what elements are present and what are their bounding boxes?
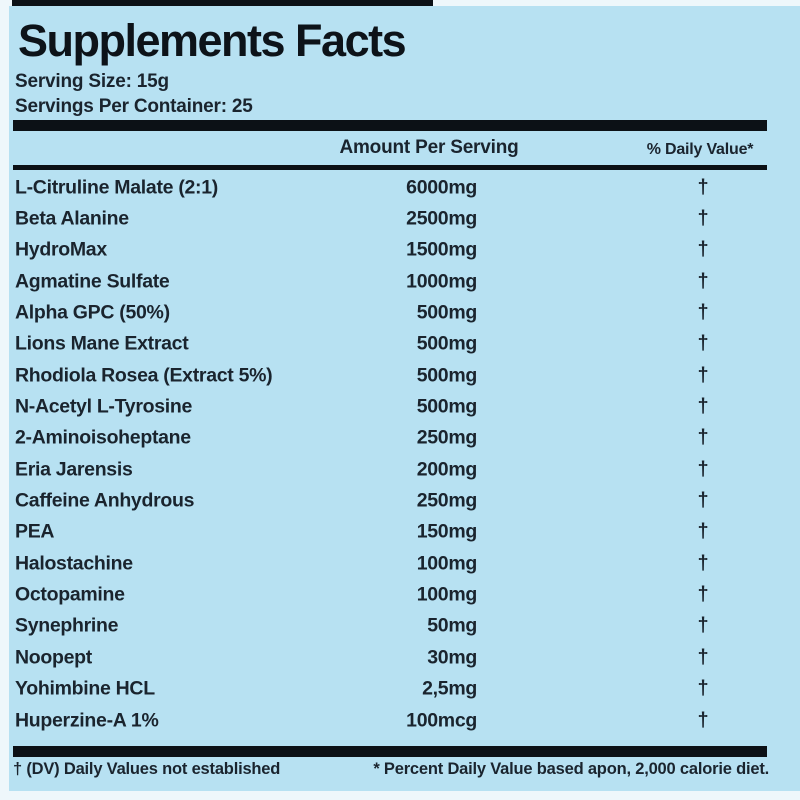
ingredient-name: 2-Aminoisoheptane	[15, 426, 191, 449]
table-row: Lions Mane Extract 500mg †	[13, 329, 767, 360]
table-row: Halostachine 100mg †	[13, 548, 767, 579]
ingredient-name: Alpha GPC (50%)	[15, 301, 170, 324]
table-row: L-Citruline Malate (2:1) 6000mg †	[13, 172, 767, 203]
daily-value-dagger: †	[697, 238, 709, 261]
footnote-asterisk: * Percent Daily Value based apon, 2,000 …	[373, 760, 769, 778]
divider-thick-bottom	[13, 746, 767, 757]
ingredient-amount: 500mg	[416, 301, 478, 324]
table-row: Agmatine Sulfate 1000mg †	[13, 266, 767, 297]
table-row: HydroMax 1500mg †	[13, 235, 767, 266]
ingredient-name: Huperzine-A 1%	[15, 709, 159, 732]
ingredient-amount: 250mg	[416, 489, 478, 512]
ingredient-amount: 1500mg	[406, 238, 477, 261]
daily-value-dagger: †	[697, 458, 709, 481]
ingredient-amount: 50mg	[427, 614, 477, 637]
daily-value-dagger: †	[697, 583, 709, 606]
ingredient-amount: 100mg	[416, 552, 478, 575]
daily-value-dagger: †	[697, 709, 709, 732]
daily-value-dagger: †	[697, 207, 709, 230]
top-edge-bar	[12, 0, 433, 6]
table-row: 2-Aminoisoheptane 250mg †	[13, 423, 767, 454]
ingredient-name: N-Acetyl L-Tyrosine	[15, 395, 193, 418]
ingredient-amount: 500mg	[416, 395, 478, 418]
ingredient-name: HydroMax	[15, 238, 107, 261]
ingredient-amount: 100mg	[416, 583, 478, 606]
daily-value-dagger: †	[697, 677, 709, 700]
daily-value-dagger: †	[697, 426, 709, 449]
ingredient-name: Eria Jarensis	[15, 458, 133, 481]
divider-thick-top	[13, 120, 767, 131]
ingredient-amount: 6000mg	[406, 176, 477, 199]
ingredient-amount: 30mg	[427, 646, 477, 669]
ingredient-name: Halostachine	[15, 552, 133, 575]
table-row: Noopept 30mg †	[13, 642, 767, 673]
table-row: Caffeine Anhydrous 250mg †	[13, 485, 767, 516]
ingredient-amount: 200mg	[416, 458, 478, 481]
table-row: Rhodiola Rosea (Extract 5%) 500mg †	[13, 360, 767, 391]
label-panel-background	[9, 6, 800, 791]
table-row: Octopamine 100mg †	[13, 579, 767, 610]
daily-value-dagger: †	[697, 614, 709, 637]
daily-value-dagger: †	[697, 364, 709, 387]
daily-value-dagger: †	[697, 176, 709, 199]
footnote-dagger: † (DV) Daily Values not established	[13, 760, 281, 778]
ingredient-amount: 250mg	[416, 426, 478, 449]
ingredient-name: Octopamine	[15, 583, 125, 606]
table-row: Alpha GPC (50%) 500mg †	[13, 297, 767, 328]
servings-per-container-text: Servings Per Container: 25	[15, 96, 253, 117]
ingredient-name: Caffeine Anhydrous	[15, 489, 195, 512]
label-title: Supplements Facts	[18, 15, 407, 66]
table-row: PEA 150mg †	[13, 517, 767, 548]
ingredient-amount: 150mg	[416, 520, 478, 543]
ingredient-amount: 2,5mg	[422, 677, 477, 700]
table-row: Huperzine-A 1% 100mcg †	[13, 705, 767, 736]
ingredient-amount: 500mg	[416, 332, 478, 355]
daily-value-dagger: †	[697, 270, 709, 293]
ingredient-name: Synephrine	[15, 614, 119, 637]
ingredient-amount: 100mcg	[406, 709, 477, 732]
column-header-daily-value: % Daily Value*	[646, 141, 754, 158]
table-row: N-Acetyl L-Tyrosine 500mg †	[13, 391, 767, 422]
daily-value-dagger: †	[697, 520, 709, 543]
serving-size-text: Serving Size: 15g	[15, 71, 169, 92]
ingredient-name: Beta Alanine	[15, 207, 129, 230]
ingredient-name: Rhodiola Rosea (Extract 5%)	[15, 364, 273, 387]
ingredient-name: Agmatine Sulfate	[15, 270, 170, 293]
ingredient-name: Lions Mane Extract	[15, 332, 189, 355]
daily-value-dagger: †	[697, 301, 709, 324]
column-header-amount: Amount Per Serving	[339, 137, 519, 158]
ingredient-name: Yohimbine HCL	[15, 677, 155, 700]
daily-value-dagger: †	[697, 552, 709, 575]
table-row: Eria Jarensis 200mg †	[13, 454, 767, 485]
ingredient-amount: 2500mg	[406, 207, 477, 230]
table-row: Synephrine 50mg †	[13, 611, 767, 642]
table-row: Beta Alanine 2500mg †	[13, 203, 767, 234]
ingredient-amount: 1000mg	[406, 270, 477, 293]
daily-value-dagger: †	[697, 395, 709, 418]
ingredient-name: L-Citruline Malate (2:1)	[15, 176, 218, 199]
ingredient-table: L-Citruline Malate (2:1) 6000mg † Beta A…	[13, 172, 767, 736]
daily-value-dagger: †	[697, 489, 709, 512]
table-row: Yohimbine HCL 2,5mg †	[13, 674, 767, 705]
daily-value-dagger: †	[697, 332, 709, 355]
ingredient-name: PEA	[15, 520, 55, 543]
ingredient-name: Noopept	[15, 646, 92, 669]
daily-value-dagger: †	[697, 646, 709, 669]
footnotes: † (DV) Daily Values not established * Pe…	[13, 760, 769, 779]
divider-thin-header	[13, 165, 767, 170]
ingredient-amount: 500mg	[416, 364, 478, 387]
